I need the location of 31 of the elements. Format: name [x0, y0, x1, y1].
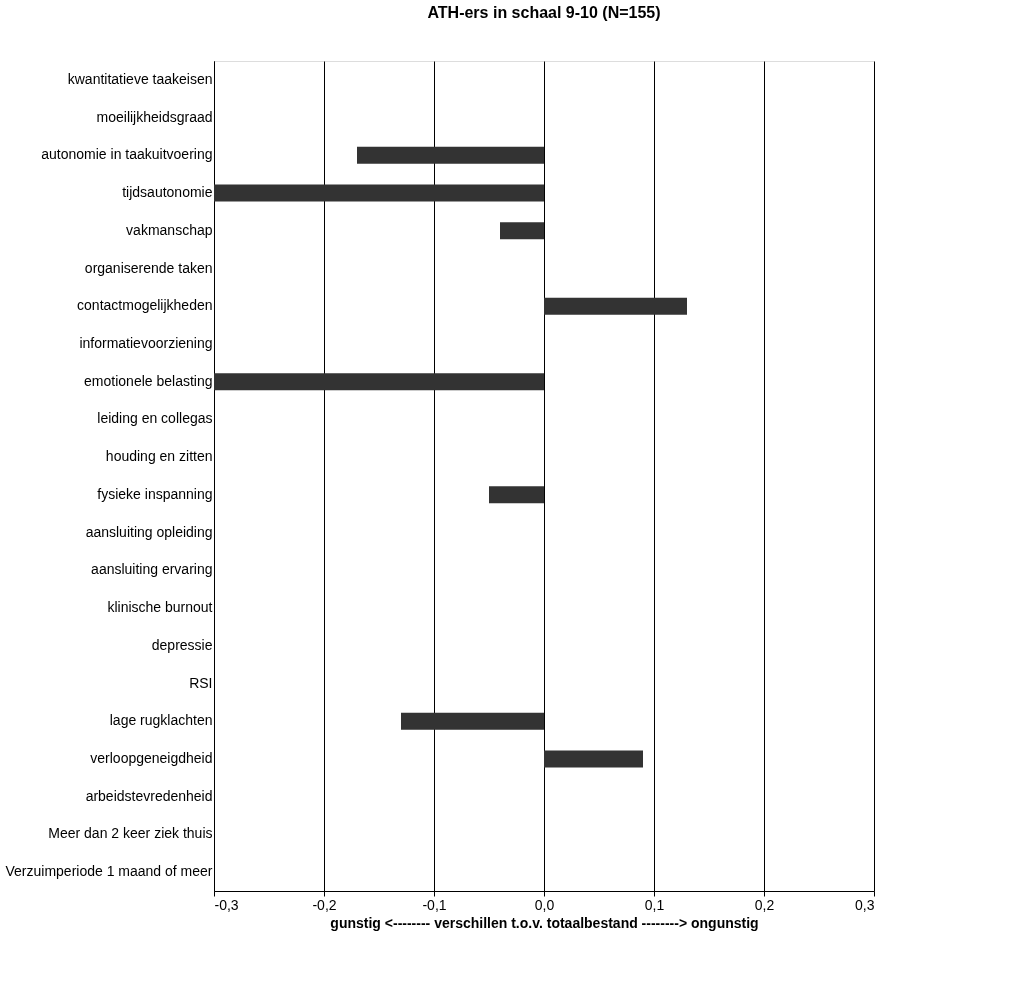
y-tick-label: emotionele belasting: [84, 372, 213, 389]
y-tick-label: klinische burnout: [107, 599, 213, 616]
y-tick-label: Meer dan 2 keer ziek thuis: [48, 825, 213, 842]
y-tick-label: Verzuimperiode 1 maand of meer: [5, 863, 213, 880]
y-tick-label: organiserende taken: [84, 259, 213, 276]
y-tick-label: kwantitatieve taakeisen: [67, 70, 213, 87]
x-tick-label: -0,1: [422, 896, 447, 913]
x-tick-label: -0,2: [312, 896, 337, 913]
y-tick-label: aansluiting opleiding: [85, 523, 213, 540]
y-tick-label: informatievoorziening: [79, 334, 213, 351]
chart-title: ATH-ers in schaal 9-10 (N=155): [427, 4, 661, 21]
y-tick-label: depressie: [151, 636, 213, 653]
y-tick-label: lage rugklachten: [109, 712, 213, 729]
x-tick-label: 0,1: [644, 896, 665, 913]
y-tick-label: aansluiting ervaring: [91, 561, 213, 578]
y-tick-label: leiding en collegas: [97, 410, 213, 427]
y-tick-label: tijdsautonomie: [122, 184, 213, 201]
x-tick-label: -0,3: [214, 896, 239, 913]
y-tick-label: moeilijkheidsgraad: [96, 108, 213, 125]
y-tick-label: autonomie in taakuitvoering: [41, 146, 213, 163]
y-tick-label: verloopgeneigdheid: [90, 749, 213, 766]
y-tick-label: arbeidstevredenheid: [85, 787, 213, 804]
x-axis-title: gunstig <-------- verschillen t.o.v. totaalbestand --------> ongunstig: [330, 914, 759, 931]
y-tick-label: fysieke inspanning: [97, 485, 213, 502]
y-tick-label: vakmanschap: [126, 221, 213, 238]
x-tick-label: 0,3: [855, 896, 875, 913]
x-tick-label: 0,0: [534, 896, 555, 913]
y-tick-label: contactmogelijkheden: [77, 297, 213, 314]
y-tick-label: houding en zitten: [105, 448, 213, 465]
y-tick-label: RSI: [189, 674, 213, 691]
x-tick-label: 0,2: [754, 896, 775, 913]
